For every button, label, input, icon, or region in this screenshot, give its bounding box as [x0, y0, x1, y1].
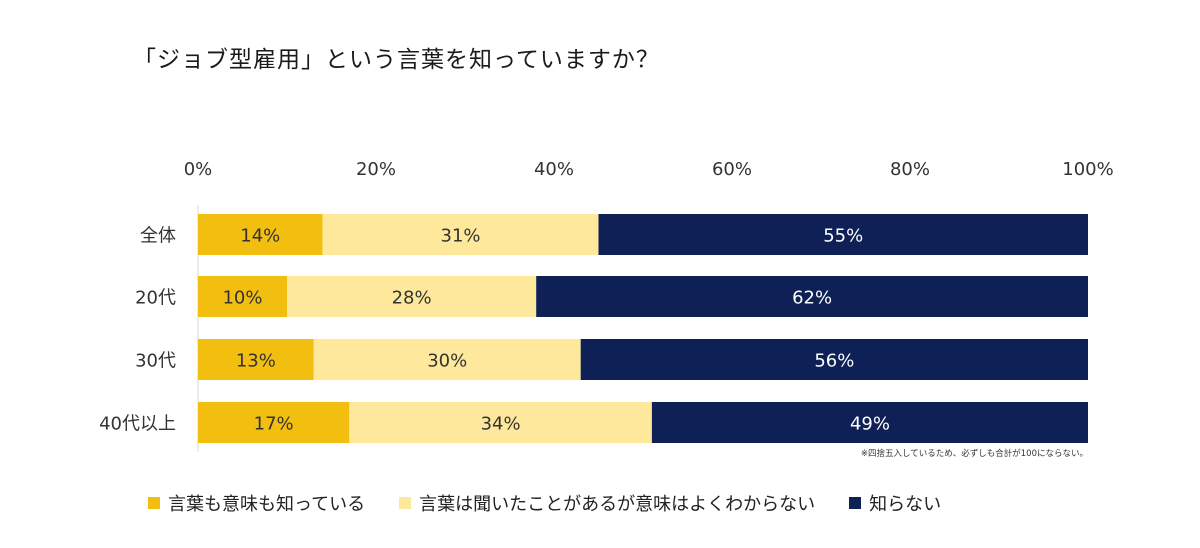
data-label: 28% [392, 288, 432, 309]
data-label: 56% [814, 351, 854, 372]
x-tick-label: 40% [534, 159, 574, 180]
legend-item: 言葉も意味も知っている [148, 490, 365, 516]
x-tick-label: 80% [890, 159, 930, 180]
chart-title: 「ジョブ型雇用」という言葉を知っていますか？ [133, 47, 660, 73]
bar-segment [651, 402, 1088, 443]
footnote: ※四捨五入しているため、必ずしも合計が100にならない。 [860, 449, 1088, 459]
legend: 言葉も意味も知っている 言葉は聞いたことがあるが意味はよくわからない 知らない [148, 490, 941, 516]
bar-segment [198, 339, 314, 380]
x-tick-label: 100% [1062, 159, 1113, 180]
data-label: 17% [254, 414, 294, 435]
legend-item: 知らない [849, 490, 941, 516]
data-label: 55% [823, 226, 863, 247]
x-tick-label: 0% [184, 159, 213, 180]
bar-segment [198, 214, 323, 255]
bar-segment [198, 402, 350, 443]
data-label: 30% [427, 351, 467, 372]
legend-swatch [148, 497, 160, 509]
data-label: 31% [441, 226, 481, 247]
bar-segment [313, 339, 581, 380]
bar-segment [322, 214, 599, 255]
category-label: 20代 [135, 288, 176, 309]
bar-segment [349, 402, 652, 443]
legend-label: 言葉は聞いたことがあるが意味はよくわからない [419, 494, 816, 515]
x-tick-label: 20% [356, 159, 396, 180]
data-label: 34% [481, 414, 521, 435]
legend-item: 言葉は聞いたことがあるが意味はよくわからない [399, 490, 815, 516]
data-label: 14% [240, 226, 280, 247]
bar-segment [598, 214, 1088, 255]
data-label: 49% [850, 414, 890, 435]
legend-label: 知らない [869, 494, 942, 515]
legend-label: 言葉も意味も知っている [168, 494, 366, 515]
data-label: 10% [222, 288, 262, 309]
legend-swatch [849, 497, 862, 509]
category-label: 30代 [135, 351, 176, 372]
data-label: 13% [236, 351, 276, 372]
bar-segment [198, 276, 287, 317]
x-tick-label: 60% [712, 159, 752, 180]
data-label: 62% [792, 288, 832, 309]
bar-segment [580, 339, 1088, 380]
bar-segment [536, 276, 1088, 317]
stacked-bar-chart: 0% 20% 40% 60% 80% 100% 全体 14% 31% 55% 20代 10% 28% 62… [99, 159, 1114, 452]
category-label: 40代以上 [99, 414, 176, 435]
legend-swatch [399, 497, 412, 509]
category-label: 全体 [140, 226, 176, 247]
bar-segment [287, 276, 537, 317]
